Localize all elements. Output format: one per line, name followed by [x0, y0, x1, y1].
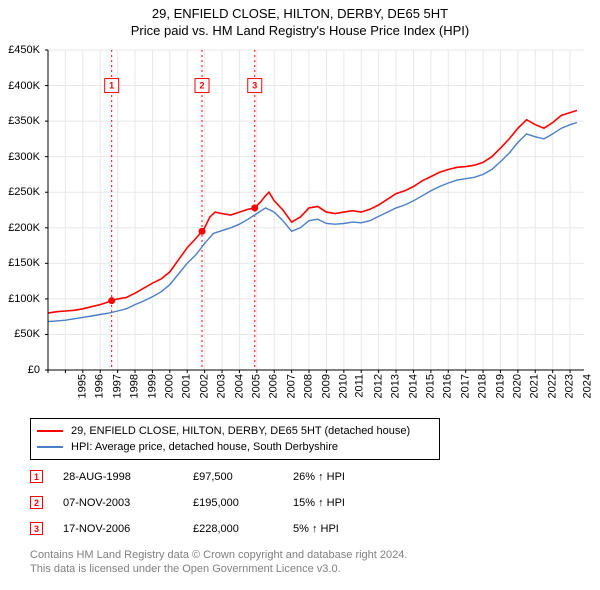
- chart-legend: 29, ENFIELD CLOSE, HILTON, DERBY, DE65 5…: [30, 418, 440, 460]
- y-axis-labels: £0£50K£100K£150K£200K£250K£300K£350K£400…: [0, 50, 44, 370]
- x-tick-label: 2014: [407, 374, 419, 398]
- y-tick-label: £200K: [8, 222, 40, 234]
- sale-marker-box: 1: [30, 470, 43, 483]
- x-tick-label: 2002: [198, 374, 210, 398]
- y-tick-label: £100K: [8, 293, 40, 305]
- x-tick-label: 2011: [354, 374, 366, 398]
- chart-container: 29, ENFIELD CLOSE, HILTON, DERBY, DE65 5…: [0, 0, 600, 590]
- sale-diff: 15% ↑ HPI: [293, 497, 345, 509]
- sale-date: 07-NOV-2003: [63, 497, 193, 509]
- y-tick-label: £150K: [8, 257, 40, 269]
- x-axis-labels: 1995 1996 1997 1998 1999 2000 2001 2002 2003 2004…: [48, 374, 584, 412]
- x-tick-label: 2020: [512, 374, 524, 398]
- x-tick-label: 2007: [285, 374, 297, 398]
- sale-price: £195,000: [193, 497, 293, 509]
- footer-line2: This data is licensed under the Open Gov…: [30, 562, 407, 576]
- x-tick-label: 2024: [581, 374, 593, 398]
- legend-row: 29, ENFIELD CLOSE, HILTON, DERBY, DE65 5…: [37, 423, 433, 439]
- x-tick-label: 2016: [442, 374, 454, 398]
- sales-row: 1 28-AUG-1998£97,50026% ↑ HPI: [30, 470, 345, 483]
- legend-swatch: [37, 430, 63, 432]
- sale-price: £228,000: [193, 523, 293, 535]
- chart-plot-area: 1 2 3: [48, 50, 584, 370]
- x-tick-label: 2023: [564, 374, 576, 398]
- chart-footer: Contains HM Land Registry data © Crown c…: [30, 548, 407, 577]
- y-tick-label: £300K: [8, 151, 40, 163]
- x-tick-label: 2021: [529, 374, 541, 398]
- sales-row: 2 07-NOV-2003£195,00015% ↑ HPI: [30, 496, 345, 509]
- x-tick-label: 2015: [425, 374, 437, 398]
- x-tick-label: 2001: [181, 374, 193, 398]
- legend-label: 29, ENFIELD CLOSE, HILTON, DERBY, DE65 5…: [71, 425, 410, 437]
- sale-date: 28-AUG-1998: [63, 471, 193, 483]
- svg-text:3: 3: [252, 81, 257, 91]
- x-tick-label: 1996: [94, 374, 106, 398]
- x-tick-label: 1998: [129, 374, 141, 398]
- x-tick-label: 2010: [338, 374, 350, 398]
- x-tick-label: 1999: [146, 374, 158, 398]
- x-tick-label: 2005: [251, 374, 263, 398]
- svg-text:2: 2: [200, 81, 205, 91]
- x-tick-label: 2006: [268, 374, 280, 398]
- x-tick-label: 2019: [494, 374, 506, 398]
- legend-swatch: [37, 446, 63, 448]
- chart-svg: 1 2 3: [48, 50, 584, 370]
- svg-text:1: 1: [109, 81, 114, 91]
- x-tick-label: 2018: [477, 374, 489, 398]
- y-tick-label: £450K: [8, 44, 40, 56]
- sale-date: 17-NOV-2006: [63, 523, 193, 535]
- x-tick-label: 2000: [163, 374, 175, 398]
- y-tick-label: £350K: [8, 115, 40, 127]
- sale-price: £97,500: [193, 471, 293, 483]
- y-tick-label: £250K: [8, 186, 40, 198]
- footer-line1: Contains HM Land Registry data © Crown c…: [30, 548, 407, 562]
- x-tick-label: 2017: [459, 374, 471, 398]
- y-tick-label: £0: [28, 364, 40, 376]
- x-tick-label: 2022: [546, 374, 558, 398]
- x-tick-label: 2004: [233, 374, 245, 398]
- legend-label: HPI: Average price, detached house, Sout…: [71, 441, 338, 453]
- sale-marker-box: 3: [30, 522, 43, 535]
- chart-title-line1: 29, ENFIELD CLOSE, HILTON, DERBY, DE65 5…: [0, 0, 600, 23]
- legend-row: HPI: Average price, detached house, Sout…: [37, 439, 433, 455]
- sale-diff: 26% ↑ HPI: [293, 471, 345, 483]
- x-tick-label: 2013: [390, 374, 402, 398]
- x-tick-label: 1997: [111, 374, 123, 398]
- sale-marker-box: 2: [30, 496, 43, 509]
- x-tick-label: 2003: [216, 374, 228, 398]
- x-tick-label: 2008: [303, 374, 315, 398]
- x-tick-label: 2012: [372, 374, 384, 398]
- sales-row: 3 17-NOV-2006£228,0005% ↑ HPI: [30, 522, 339, 535]
- sale-diff: 5% ↑ HPI: [293, 523, 339, 535]
- x-tick-label: 1995: [76, 374, 88, 398]
- y-tick-label: £50K: [14, 328, 40, 340]
- x-tick-label: 2009: [320, 374, 332, 398]
- chart-title-line2: Price paid vs. HM Land Registry's House …: [0, 23, 600, 42]
- y-tick-label: £400K: [8, 80, 40, 92]
